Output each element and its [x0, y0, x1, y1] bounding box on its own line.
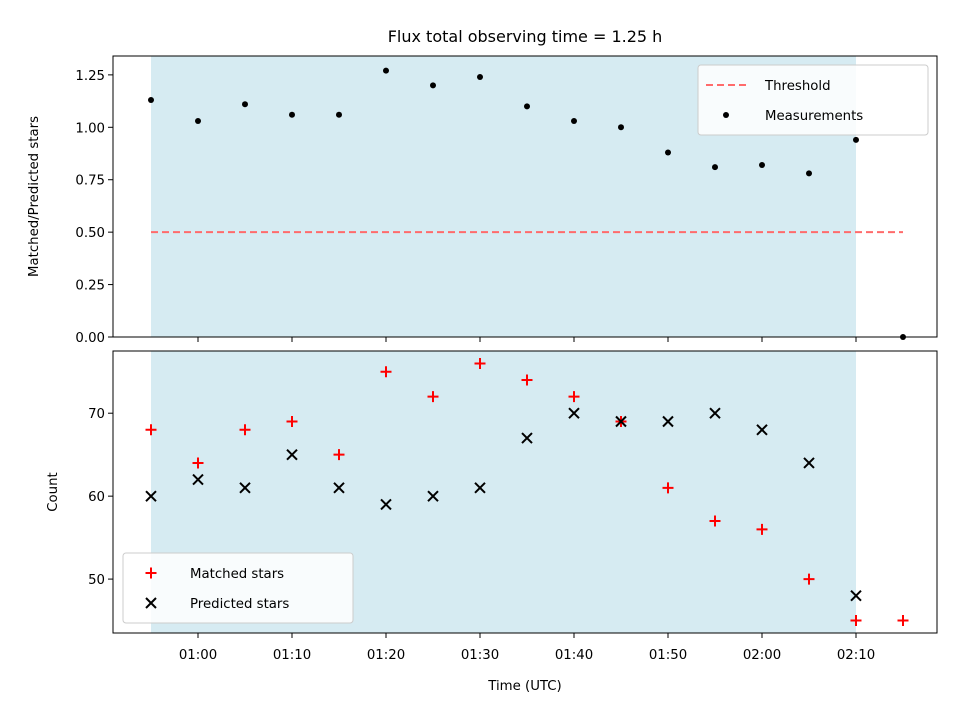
legend-box: [122, 552, 354, 624]
predicted-star-point: [662, 415, 674, 428]
matched-star-point: [427, 391, 439, 403]
predicted-star-point: [756, 424, 768, 436]
matched-star-point: [380, 366, 392, 378]
x-axis-label: Time (UTC): [487, 679, 562, 694]
predicted-star-point: [239, 482, 251, 494]
predicted-star-point: [286, 448, 298, 461]
legend-label: Predicted stars: [190, 597, 289, 612]
y-tick-label: 0.25: [75, 279, 105, 294]
measurement-point: [195, 118, 201, 125]
measurement-point: [712, 164, 718, 171]
measurement-point: [289, 111, 295, 118]
matched-star-point: [568, 391, 580, 403]
matched-star-point: [192, 457, 204, 469]
measurement-point: [665, 149, 671, 156]
matched-star-point: [474, 357, 486, 369]
x-tick-label: 01:40: [555, 648, 593, 663]
x-tick-label: 02:00: [743, 648, 781, 663]
predicted-star-point: [709, 407, 721, 419]
plot-frame: [112, 350, 938, 634]
predicted-star-point: [474, 482, 486, 494]
predicted-star-point: [803, 457, 815, 469]
measurement-point: [242, 101, 248, 108]
y-tick-label: 70: [88, 407, 105, 422]
matched-star-point: [709, 515, 721, 527]
y-axis-label: Matched/Predicted stars: [27, 116, 42, 277]
x-tick-label: 01:20: [367, 648, 405, 663]
measurement-point: [524, 103, 530, 110]
measurement-point: [148, 97, 154, 104]
matched-star-point: [662, 482, 674, 494]
measurement-point: [477, 73, 483, 80]
ratio-panel: 0.00 0.25 0.50 0.75 1.00 1.25 Matched/Predicte…: [27, 55, 938, 346]
measurement-point: [336, 111, 342, 118]
series-measurements: [148, 67, 906, 340]
y-tick-label: 0.75: [75, 174, 105, 189]
y-tick-label: 1.25: [75, 69, 105, 84]
legend-label: Measurements: [765, 109, 863, 124]
measurement-point: [618, 124, 624, 131]
measurement-point: [383, 67, 389, 74]
legend-plus-swatch: [145, 567, 157, 579]
x-tick-label: 02:10: [837, 648, 875, 663]
predicted-star-point: [615, 415, 627, 428]
matched-star-point: [803, 573, 815, 585]
legend-label: Matched stars: [190, 567, 284, 582]
measurement-point: [759, 162, 765, 169]
legend: Threshold Measurements: [697, 64, 929, 136]
matched-star-point: [286, 416, 298, 427]
matched-star-point: [333, 449, 345, 461]
measurement-point: [430, 82, 436, 89]
y-tick-label: 50: [88, 573, 105, 588]
predicted-star-point: [850, 589, 862, 602]
legend: Matched stars Predicted stars: [122, 552, 354, 624]
chart-title: Flux total observing time = 1.25 h: [388, 27, 663, 46]
plot-frame: [112, 55, 938, 338]
y-tick-label: 0.50: [75, 226, 105, 241]
y-tick-label: 1.00: [75, 121, 105, 136]
series-predicted-stars: [145, 407, 862, 602]
x-tick-label: 01:50: [649, 648, 687, 663]
predicted-star-point: [333, 482, 345, 494]
predicted-star-point: [145, 490, 157, 502]
matched-star-point: [897, 615, 909, 627]
x-tick-label: 01:10: [273, 648, 311, 663]
predicted-star-point: [427, 490, 439, 502]
legend-x-swatch: [145, 597, 157, 609]
matched-star-point: [756, 523, 768, 535]
x-tick-label: 01:00: [179, 648, 217, 663]
count-panel: 50 60 70 01:00 01:10 01:20 01:30 01:40 01:50 02:0…: [46, 350, 938, 663]
measurement-point: [571, 118, 577, 125]
measurement-point: [853, 136, 859, 143]
predicted-star-point: [521, 432, 533, 444]
predicted-star-point: [192, 473, 204, 486]
legend-label: Threshold: [764, 79, 831, 94]
measurement-point: [806, 170, 812, 177]
x-tick-label: 01:30: [461, 648, 499, 663]
legend-box: [697, 64, 929, 136]
matched-star-point: [145, 424, 157, 436]
y-axis-label: Count: [46, 472, 61, 512]
matched-star-point: [850, 615, 862, 627]
predicted-star-point: [568, 407, 580, 419]
matched-star-point: [521, 374, 533, 386]
predicted-star-point: [380, 498, 392, 511]
matched-star-point: [239, 424, 251, 436]
y-tick-label: 60: [88, 490, 105, 505]
legend-dot-swatch: [723, 112, 729, 118]
y-tick-label: 0.00: [75, 331, 105, 346]
